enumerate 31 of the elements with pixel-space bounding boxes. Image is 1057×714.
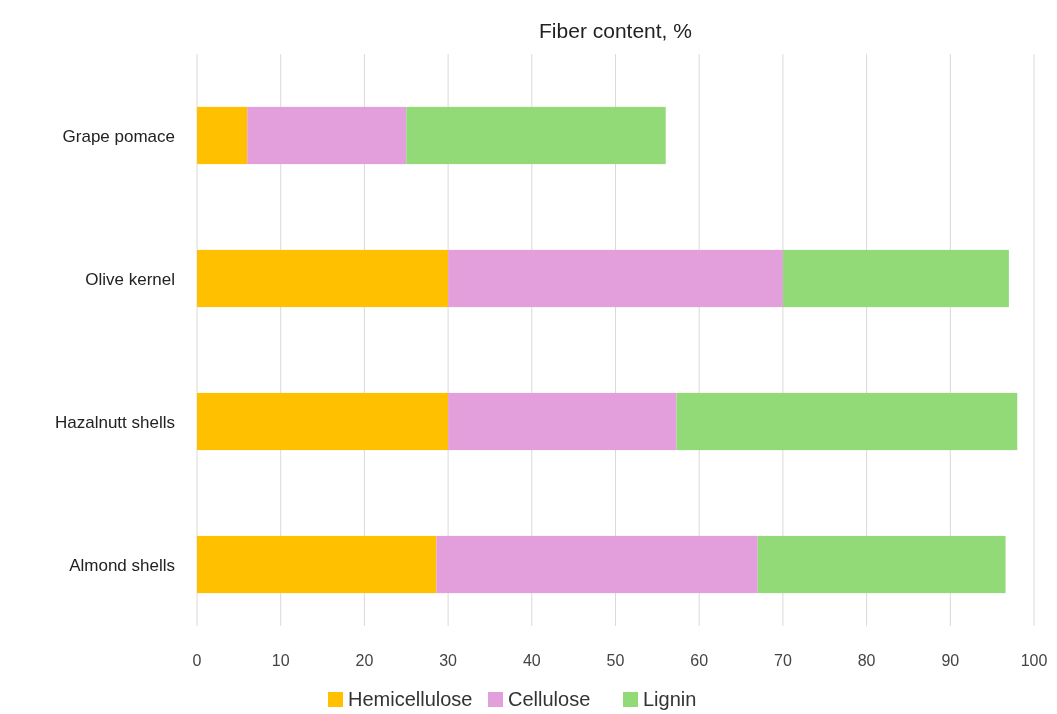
- x-tick-label: 10: [271, 652, 290, 669]
- bar: [406, 106, 666, 165]
- x-tick-label: 0: [192, 652, 202, 669]
- bar: [757, 535, 1006, 594]
- bar: [197, 392, 449, 451]
- bar: [197, 249, 449, 308]
- legend-label: Hemicellulose: [348, 688, 473, 710]
- x-tick-label: 50: [606, 652, 625, 669]
- bar: [676, 392, 1018, 451]
- bar: [247, 106, 407, 165]
- bar: [436, 535, 758, 594]
- x-tick-label: 100: [1020, 652, 1048, 669]
- x-tick-label: 80: [857, 652, 876, 669]
- x-tick-label: 60: [690, 652, 709, 669]
- x-tick-label: 30: [439, 652, 458, 669]
- legend-label: Cellulose: [508, 688, 591, 710]
- bar: [448, 249, 783, 308]
- y-tick-label: Olive kernel: [85, 269, 175, 289]
- bar: [448, 392, 677, 451]
- x-tick-label: 40: [522, 652, 541, 669]
- y-tick-label: Hazalnutt shells: [54, 412, 175, 432]
- bar: [782, 249, 1009, 308]
- bar: [197, 106, 248, 165]
- bar: [197, 535, 437, 594]
- x-tick-label: 70: [774, 652, 792, 669]
- x-tick-label: 20: [355, 652, 374, 669]
- x-tick-label: 90: [941, 652, 960, 669]
- chart-title: Fiber content, %: [539, 19, 692, 42]
- y-tick-label: Almond shells: [69, 555, 175, 575]
- y-tick-label: Grape pomace: [62, 126, 175, 146]
- legend-label: Lignin: [643, 688, 697, 710]
